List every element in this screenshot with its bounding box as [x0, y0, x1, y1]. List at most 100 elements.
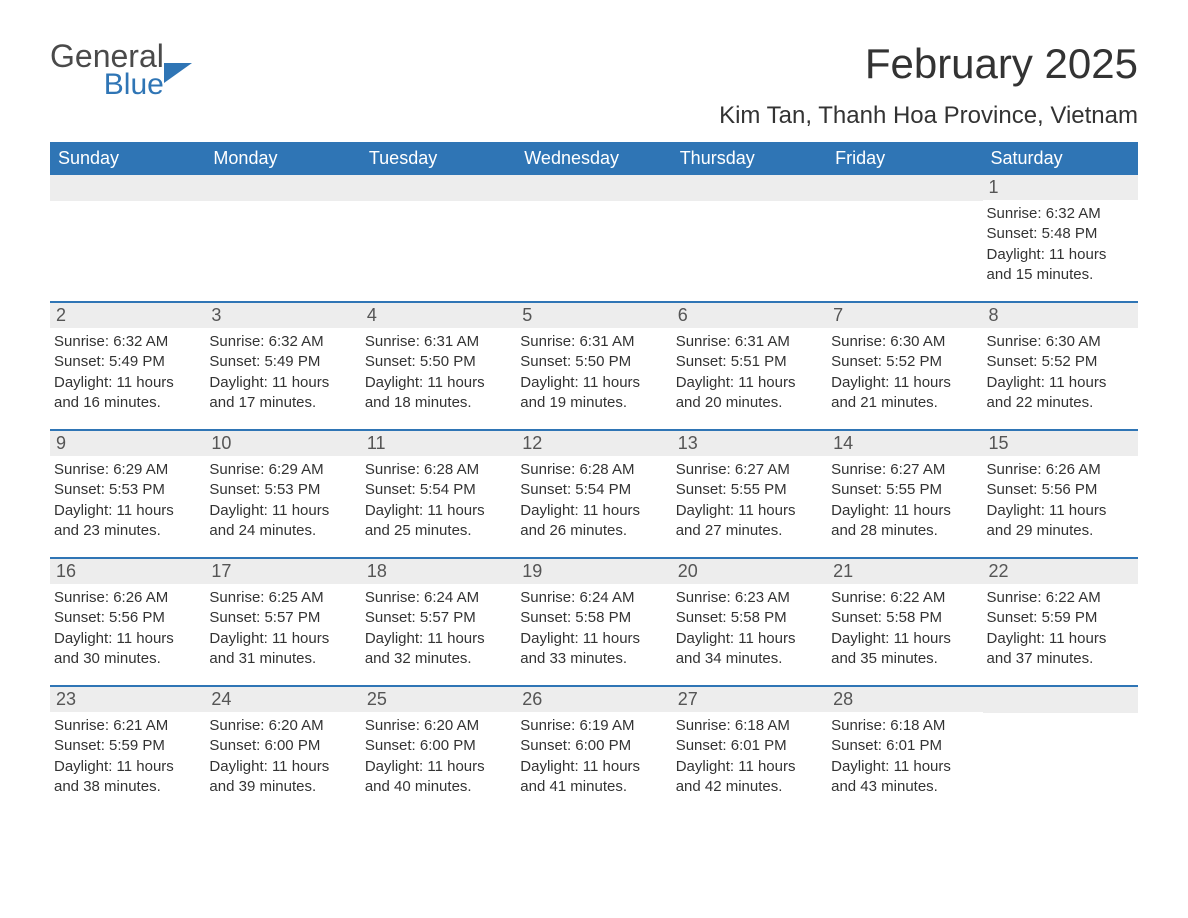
- day-body: Sunrise: 6:19 AMSunset: 6:00 PMDaylight:…: [516, 712, 671, 807]
- day-sunrise: Sunrise: 6:19 AM: [520, 716, 667, 736]
- day-cell: 15Sunrise: 6:26 AMSunset: 5:56 PMDayligh…: [983, 431, 1138, 557]
- day-cell: 28Sunrise: 6:18 AMSunset: 6:01 PMDayligh…: [827, 687, 982, 813]
- day-day1: Daylight: 11 hours: [520, 629, 667, 649]
- dow-header-cell: Sunday: [50, 142, 205, 175]
- day-sunrise: Sunrise: 6:32 AM: [987, 204, 1134, 224]
- day-day1: Daylight: 11 hours: [831, 501, 978, 521]
- day-day2: and 31 minutes.: [209, 649, 356, 669]
- day-sunset: Sunset: 5:54 PM: [365, 480, 512, 500]
- day-body: Sunrise: 6:32 AMSunset: 5:49 PMDaylight:…: [50, 328, 205, 423]
- day-day1: Daylight: 11 hours: [676, 629, 823, 649]
- day-sunset: Sunset: 5:52 PM: [987, 352, 1134, 372]
- day-day2: and 21 minutes.: [831, 393, 978, 413]
- day-number: 23: [50, 687, 205, 712]
- day-sunrise: Sunrise: 6:31 AM: [365, 332, 512, 352]
- day-body: Sunrise: 6:21 AMSunset: 5:59 PMDaylight:…: [50, 712, 205, 807]
- day-cell: [361, 175, 516, 301]
- week-row: 1Sunrise: 6:32 AMSunset: 5:48 PMDaylight…: [50, 175, 1138, 301]
- day-sunrise: Sunrise: 6:27 AM: [831, 460, 978, 480]
- day-day2: and 42 minutes.: [676, 777, 823, 797]
- day-number: 7: [827, 303, 982, 328]
- day-cell: [672, 175, 827, 301]
- day-body: Sunrise: 6:31 AMSunset: 5:51 PMDaylight:…: [672, 328, 827, 423]
- day-number: 9: [50, 431, 205, 456]
- day-sunset: Sunset: 5:50 PM: [520, 352, 667, 372]
- day-body: Sunrise: 6:32 AMSunset: 5:49 PMDaylight:…: [205, 328, 360, 423]
- day-sunrise: Sunrise: 6:31 AM: [520, 332, 667, 352]
- day-cell: 19Sunrise: 6:24 AMSunset: 5:58 PMDayligh…: [516, 559, 671, 685]
- day-cell: 4Sunrise: 6:31 AMSunset: 5:50 PMDaylight…: [361, 303, 516, 429]
- day-sunrise: Sunrise: 6:24 AM: [520, 588, 667, 608]
- week-row: 9Sunrise: 6:29 AMSunset: 5:53 PMDaylight…: [50, 429, 1138, 557]
- day-sunset: Sunset: 5:53 PM: [209, 480, 356, 500]
- day-day1: Daylight: 11 hours: [54, 629, 201, 649]
- month-title: February 2025: [719, 40, 1138, 88]
- day-body: Sunrise: 6:27 AMSunset: 5:55 PMDaylight:…: [827, 456, 982, 551]
- day-body: Sunrise: 6:28 AMSunset: 5:54 PMDaylight:…: [361, 456, 516, 551]
- day-cell: 12Sunrise: 6:28 AMSunset: 5:54 PMDayligh…: [516, 431, 671, 557]
- day-day1: Daylight: 11 hours: [209, 373, 356, 393]
- day-day2: and 28 minutes.: [831, 521, 978, 541]
- day-sunset: Sunset: 6:00 PM: [209, 736, 356, 756]
- title-block: February 2025 Kim Tan, Thanh Hoa Provinc…: [719, 40, 1138, 130]
- day-body: Sunrise: 6:31 AMSunset: 5:50 PMDaylight:…: [516, 328, 671, 423]
- empty-day-header: [827, 175, 982, 201]
- day-number: 4: [361, 303, 516, 328]
- day-cell: 2Sunrise: 6:32 AMSunset: 5:49 PMDaylight…: [50, 303, 205, 429]
- day-sunset: Sunset: 5:50 PM: [365, 352, 512, 372]
- day-day1: Daylight: 11 hours: [520, 501, 667, 521]
- dow-header-cell: Friday: [827, 142, 982, 175]
- day-number: 26: [516, 687, 671, 712]
- day-sunrise: Sunrise: 6:31 AM: [676, 332, 823, 352]
- day-sunset: Sunset: 6:01 PM: [676, 736, 823, 756]
- day-number: 3: [205, 303, 360, 328]
- day-sunrise: Sunrise: 6:32 AM: [209, 332, 356, 352]
- day-sunset: Sunset: 5:54 PM: [520, 480, 667, 500]
- day-day2: and 17 minutes.: [209, 393, 356, 413]
- day-day1: Daylight: 11 hours: [987, 245, 1134, 265]
- day-day2: and 26 minutes.: [520, 521, 667, 541]
- day-day1: Daylight: 11 hours: [209, 757, 356, 777]
- day-day2: and 37 minutes.: [987, 649, 1134, 669]
- day-day1: Daylight: 11 hours: [520, 373, 667, 393]
- day-body: Sunrise: 6:18 AMSunset: 6:01 PMDaylight:…: [827, 712, 982, 807]
- empty-day-header: [672, 175, 827, 201]
- day-day2: and 29 minutes.: [987, 521, 1134, 541]
- day-day2: and 32 minutes.: [365, 649, 512, 669]
- day-body: Sunrise: 6:18 AMSunset: 6:01 PMDaylight:…: [672, 712, 827, 807]
- day-cell: 10Sunrise: 6:29 AMSunset: 5:53 PMDayligh…: [205, 431, 360, 557]
- day-number: 14: [827, 431, 982, 456]
- dow-header-cell: Tuesday: [361, 142, 516, 175]
- day-day1: Daylight: 11 hours: [365, 629, 512, 649]
- day-cell: [983, 687, 1138, 813]
- day-sunset: Sunset: 5:49 PM: [209, 352, 356, 372]
- day-day1: Daylight: 11 hours: [54, 757, 201, 777]
- day-body: Sunrise: 6:20 AMSunset: 6:00 PMDaylight:…: [361, 712, 516, 807]
- day-sunset: Sunset: 5:58 PM: [676, 608, 823, 628]
- day-day2: and 38 minutes.: [54, 777, 201, 797]
- week-row: 16Sunrise: 6:26 AMSunset: 5:56 PMDayligh…: [50, 557, 1138, 685]
- day-body: Sunrise: 6:29 AMSunset: 5:53 PMDaylight:…: [205, 456, 360, 551]
- day-sunset: Sunset: 5:48 PM: [987, 224, 1134, 244]
- day-body: Sunrise: 6:28 AMSunset: 5:54 PMDaylight:…: [516, 456, 671, 551]
- day-sunrise: Sunrise: 6:29 AM: [209, 460, 356, 480]
- day-day2: and 43 minutes.: [831, 777, 978, 797]
- day-number: 11: [361, 431, 516, 456]
- day-number: 16: [50, 559, 205, 584]
- empty-day-header: [361, 175, 516, 201]
- empty-day-header: [983, 687, 1138, 713]
- day-cell: 23Sunrise: 6:21 AMSunset: 5:59 PMDayligh…: [50, 687, 205, 813]
- day-cell: 17Sunrise: 6:25 AMSunset: 5:57 PMDayligh…: [205, 559, 360, 685]
- day-cell: [516, 175, 671, 301]
- day-number: 24: [205, 687, 360, 712]
- day-sunset: Sunset: 5:58 PM: [520, 608, 667, 628]
- day-day1: Daylight: 11 hours: [676, 757, 823, 777]
- day-day2: and 24 minutes.: [209, 521, 356, 541]
- day-cell: 6Sunrise: 6:31 AMSunset: 5:51 PMDaylight…: [672, 303, 827, 429]
- day-body: Sunrise: 6:29 AMSunset: 5:53 PMDaylight:…: [50, 456, 205, 551]
- day-sunrise: Sunrise: 6:28 AM: [520, 460, 667, 480]
- day-sunrise: Sunrise: 6:21 AM: [54, 716, 201, 736]
- day-number: 20: [672, 559, 827, 584]
- calendar: SundayMondayTuesdayWednesdayThursdayFrid…: [50, 142, 1138, 813]
- day-sunrise: Sunrise: 6:18 AM: [831, 716, 978, 736]
